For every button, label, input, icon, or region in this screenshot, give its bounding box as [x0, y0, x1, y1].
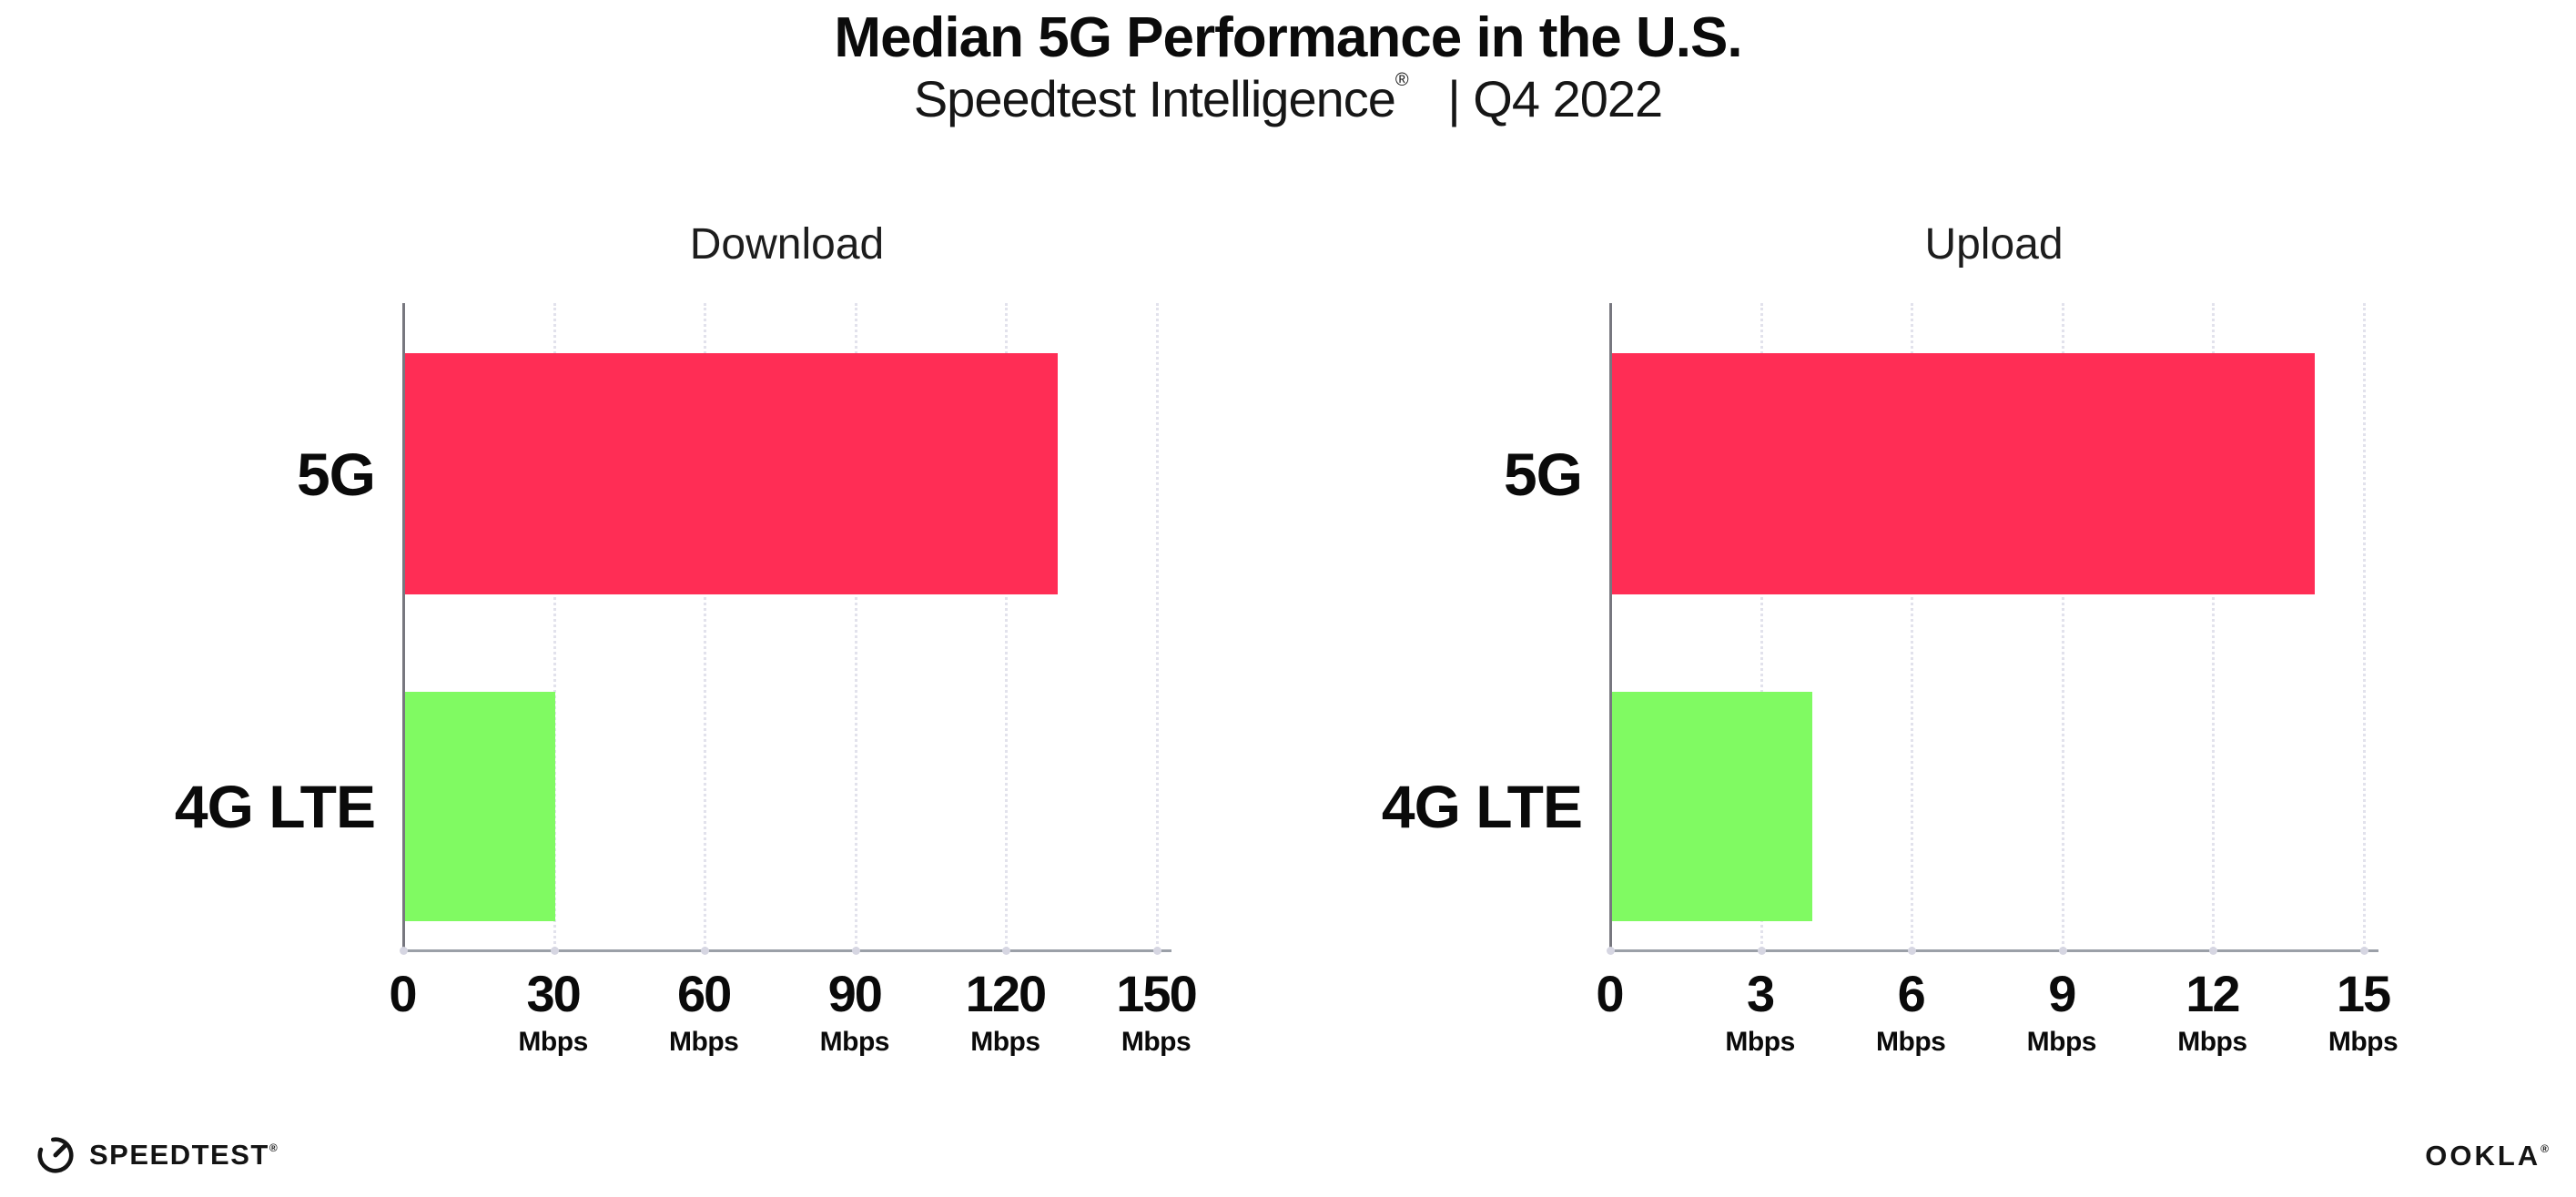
y-label-5g: 5G [1503, 440, 1583, 508]
download-plot-area [400, 303, 1171, 955]
speedtest-registered-mark-icon: ® [269, 1141, 278, 1154]
x-tick-unit: Mbps [819, 1027, 890, 1057]
subtitle-brand: Speedtest Intelligence [913, 70, 1396, 127]
speedtest-logo: SPEEDTEST® [35, 1131, 278, 1179]
x-tick-label: 120 Mbps [928, 964, 1082, 1058]
x-tick-unit: Mbps [518, 1027, 588, 1057]
gridline [2061, 303, 2064, 949]
x-tick-value: 60 [677, 965, 732, 1022]
x-tick-label: 0 [1532, 964, 1687, 1023]
gridline [1005, 303, 1009, 949]
axis-tick-dot [2209, 947, 2218, 955]
x-tick-value: 120 [965, 965, 1047, 1022]
axis-tick-dot [550, 947, 559, 955]
gridline [1156, 303, 1159, 949]
bar-5g [404, 353, 1058, 594]
subtitle-rest [1409, 70, 1448, 127]
download-x-axis-labels: 0 30 Mbps 60 Mbps 90 Mbps 120 Mbps 150 Mbps [389, 964, 1197, 1110]
speedtest-gauge-icon [37, 1137, 74, 1173]
y-label-4g-lte: 4G LTE [1381, 773, 1583, 840]
x-tick-unit: Mbps [669, 1027, 739, 1057]
axis-tick-dot [1002, 947, 1011, 955]
upload-x-axis-labels: 0 3 Mbps 6 Mbps 9 Mbps 12 Mbps 15 Mbps [1596, 964, 2398, 1110]
ookla-text: OOKLA [2425, 1140, 2541, 1172]
x-tick-unit: Mbps [2328, 1027, 2399, 1057]
download-chart: Download 5G 4G LTE 0 30 Mbps 60 Mbps 90 Mbps 120… [175, 220, 1198, 1057]
axis-tick-dot [2058, 947, 2067, 955]
x-tick-value: 0 [1596, 965, 1624, 1022]
upload-plot-area [1607, 303, 2378, 955]
x-tick-unit: Mbps [1876, 1027, 1946, 1057]
registered-mark-icon: ® [1394, 70, 1409, 90]
x-tick-value: 3 [1747, 965, 1775, 1022]
gridline [1760, 303, 1763, 949]
x-tick-value: 15 [2336, 965, 2391, 1022]
x-tick-label: 90 Mbps [777, 964, 932, 1058]
page-title: Median 5G Performance in the U.S. [834, 6, 1742, 69]
x-tick-unit: Mbps [1725, 1027, 1795, 1057]
speedtest-text: SPEEDTEST [89, 1139, 269, 1171]
ookla-registered-mark-icon: ® [2541, 1142, 2549, 1155]
x-tick-unit: Mbps [1121, 1027, 1192, 1057]
download-chart-title: Download [689, 220, 885, 269]
x-tick-label: 15 Mbps [2286, 964, 2440, 1058]
gridline [553, 303, 556, 949]
x-tick-label: 12 Mbps [2135, 964, 2289, 1058]
axis-tick-dot [701, 947, 710, 955]
upload-y-axis-labels: 5G 4G LTE [1334, 303, 1583, 951]
gridline [2212, 303, 2216, 949]
x-tick-unit: Mbps [970, 1027, 1040, 1057]
x-tick-label: 150 Mbps [1079, 964, 1233, 1058]
x-tick-label: 0 [325, 964, 480, 1023]
x-tick-label: 3 Mbps [1683, 964, 1838, 1058]
x-tick-label: 6 Mbps [1833, 964, 1988, 1058]
gridline [704, 303, 707, 949]
ookla-logo: OOKLA® [2425, 1140, 2549, 1172]
gridline [1911, 303, 1914, 949]
bar-4g-lte [404, 692, 555, 921]
y-label-4g-lte: 4G LTE [174, 773, 376, 840]
x-tick-label: 9 Mbps [1984, 964, 2139, 1058]
x-tick-value: 30 [526, 965, 581, 1022]
speedtest-wordmark: SPEEDTEST® [89, 1139, 278, 1172]
gridline [854, 303, 857, 949]
axis-tick-dot [851, 947, 860, 955]
axis-tick-dot [1607, 947, 1615, 955]
x-tick-value: 90 [827, 965, 883, 1022]
axis-tick-dot [400, 947, 408, 955]
x-tick-value: 6 [1897, 965, 1926, 1022]
axis-tick-dot [1153, 947, 1161, 955]
page-subtitle: Speedtest Intelligence® | Q4 2022 [0, 69, 2576, 128]
subtitle-period: | Q4 2022 [1447, 70, 1663, 127]
x-tick-value: 150 [1116, 965, 1197, 1022]
gridline [2363, 303, 2366, 949]
axis-tick-dot [1757, 947, 1766, 955]
x-tick-unit: Mbps [2177, 1027, 2247, 1057]
bar-4g-lte [1611, 692, 1812, 921]
bar-5g [1611, 353, 2315, 594]
x-tick-label: 30 Mbps [476, 964, 631, 1058]
download-y-axis-labels: 5G 4G LTE [127, 303, 376, 951]
x-tick-value: 12 [2186, 965, 2240, 1022]
x-tick-unit: Mbps [2026, 1027, 2097, 1057]
upload-chart: Upload 5G 4G LTE 0 3 Mbps 6 Mbps 9 Mbps 12 Mbps 15… [1382, 220, 2399, 1057]
axis-tick-dot [2360, 947, 2368, 955]
x-tick-value: 9 [2048, 965, 2076, 1022]
axis-tick-dot [1908, 947, 1917, 955]
x-tick-value: 0 [389, 965, 417, 1022]
upload-chart-title: Upload [1924, 220, 2064, 269]
x-tick-label: 60 Mbps [626, 964, 781, 1058]
y-label-5g: 5G [296, 440, 376, 508]
